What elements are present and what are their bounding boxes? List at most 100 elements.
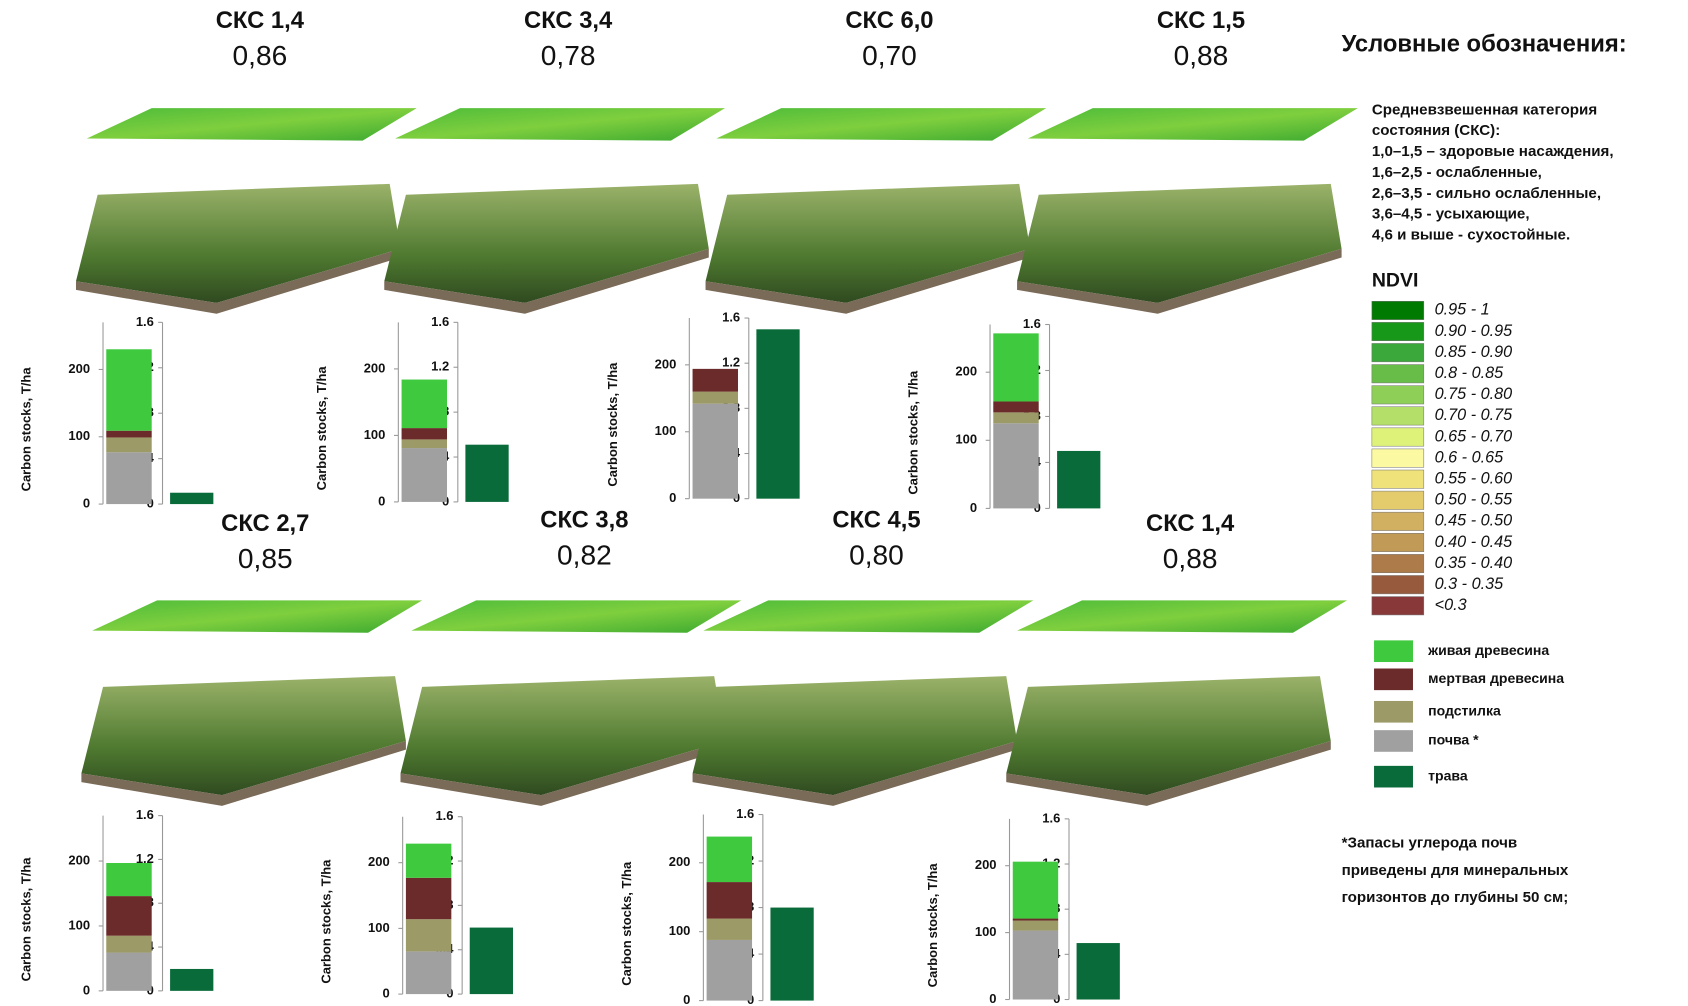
forest-plot bbox=[1006, 676, 1331, 795]
ckc-line: 1,6–2,5 - ослабленные, bbox=[1372, 164, 1542, 181]
ndvi-swatch bbox=[1372, 301, 1424, 319]
ckc-line: 4,6 и выше - сухостойные. bbox=[1372, 227, 1570, 244]
ndvi-swatch bbox=[1372, 554, 1424, 572]
ndvi-class-label: 0.45 - 0.50 bbox=[1435, 512, 1513, 530]
legend-label: трава bbox=[1428, 767, 1468, 783]
y-tick-label: 200 bbox=[655, 356, 677, 371]
chart-title: СКС 4,5 bbox=[832, 507, 920, 534]
ndvi-value: 0,88 bbox=[1174, 40, 1229, 71]
stack-segment bbox=[707, 940, 752, 1001]
ndvi-value: 0,88 bbox=[1163, 543, 1218, 574]
ndvi-swatch bbox=[1372, 470, 1424, 488]
y-tick-label: 200 bbox=[68, 852, 90, 867]
forest-plot bbox=[384, 184, 709, 303]
stack-segment bbox=[406, 919, 451, 951]
ndvi-map bbox=[1017, 600, 1347, 632]
stack-segment bbox=[406, 878, 451, 919]
ndvi-map bbox=[1028, 108, 1358, 140]
ndvi-swatch bbox=[1372, 449, 1424, 467]
ndvi-class-label: 0.50 - 0.55 bbox=[1435, 491, 1514, 509]
chart-title: СКС 3,4 bbox=[524, 7, 613, 34]
grass-bar bbox=[1077, 943, 1120, 999]
legend-label: подстилка bbox=[1428, 702, 1501, 718]
ndvi-swatch bbox=[1372, 386, 1424, 404]
ndvi-map bbox=[395, 108, 725, 140]
y-tick-label: 0 bbox=[669, 490, 676, 505]
y-axis-label: Carbon stocks, T/ha bbox=[19, 857, 34, 982]
ckc-line: состояния (СКС): bbox=[1372, 122, 1500, 139]
legend-swatch bbox=[1374, 640, 1413, 662]
stack-segment bbox=[106, 452, 151, 504]
grass-bar bbox=[170, 969, 213, 991]
ndvi-class-label: 0.6 - 0.65 bbox=[1435, 448, 1505, 466]
legend-swatch bbox=[1374, 669, 1413, 691]
ndvi-class-label: 0.95 - 1 bbox=[1435, 301, 1490, 319]
grass-bar bbox=[470, 928, 513, 995]
stack-segment bbox=[106, 431, 151, 438]
y-axis-label: Carbon stocks, T/ha bbox=[318, 859, 333, 984]
legend-title: Условные обозначения: bbox=[1342, 31, 1627, 58]
stack-segment bbox=[707, 919, 752, 940]
forest-plot bbox=[400, 676, 725, 795]
figure: Условные обозначения: NDVI СКС 1,4 0,86 Ca… bbox=[0, 0, 1688, 1006]
ndvi-class-label: 0.35 - 0.40 bbox=[1435, 554, 1513, 572]
forest-plot bbox=[81, 676, 406, 795]
ckc-line: Средневзвешенная категория bbox=[1372, 101, 1597, 118]
footnote: *Запасы углерода почв bbox=[1342, 835, 1518, 852]
legend-label: живая древесина bbox=[1427, 642, 1549, 658]
ndvi-class-label: <0.3 bbox=[1435, 596, 1467, 614]
stack-segment bbox=[693, 369, 738, 392]
chart-title: СКС 1,5 bbox=[1157, 7, 1245, 34]
stack-segment bbox=[993, 412, 1038, 423]
stack-segment bbox=[707, 882, 752, 919]
stack-segment bbox=[106, 896, 151, 936]
y-tick-label: 0 bbox=[989, 991, 996, 1006]
y-tick-label: 100 bbox=[368, 920, 390, 935]
ndvi-swatch bbox=[1372, 428, 1424, 446]
ndvi-value: 0,70 bbox=[862, 40, 917, 71]
ndvi-value: 0,80 bbox=[849, 540, 904, 571]
ndvi-class-label: 0.8 - 0.85 bbox=[1435, 364, 1505, 382]
y-tick-label: 100 bbox=[68, 428, 90, 443]
ndvi-class-label: 0.65 - 0.70 bbox=[1435, 427, 1513, 445]
ndvi-class-label: 0.90 - 0.95 bbox=[1435, 322, 1514, 340]
chart-title: СКС 1,4 bbox=[216, 7, 305, 34]
ndvi-class-label: 0.40 - 0.45 bbox=[1435, 533, 1514, 551]
y-tick-label: 100 bbox=[68, 917, 90, 932]
y-axis-label: Carbon stocks, T/ha bbox=[925, 863, 940, 988]
y-axis-label: Carbon stocks, T/ha bbox=[605, 362, 620, 487]
forest-plot bbox=[1017, 184, 1342, 303]
y-tick-label: 0 bbox=[378, 493, 385, 508]
stack-segment bbox=[106, 953, 151, 991]
ndvi-map bbox=[703, 600, 1033, 632]
ndvi-title: NDVI bbox=[1372, 269, 1419, 291]
ndvi-value: 0,86 bbox=[233, 40, 288, 71]
y-axis-label: Carbon stocks, T/ha bbox=[619, 861, 634, 986]
ndvi-swatch bbox=[1372, 491, 1424, 509]
stack-segment bbox=[1013, 862, 1058, 919]
y-tick-label: 200 bbox=[368, 854, 390, 869]
ckc-line: 1,0–1,5 – здоровые насаждения, bbox=[1372, 143, 1614, 160]
stack-segment bbox=[106, 936, 151, 953]
ndvi-swatch bbox=[1372, 407, 1424, 425]
stack-segment bbox=[993, 423, 1038, 508]
y-tick-label: 0 bbox=[382, 986, 389, 1001]
y2-tick-label: 1.6 bbox=[431, 314, 449, 329]
ndvi-swatch bbox=[1372, 365, 1424, 383]
y-tick-label: 100 bbox=[669, 923, 691, 938]
stack-segment bbox=[693, 392, 738, 404]
ndvi-class-label: 0.85 - 0.90 bbox=[1435, 343, 1513, 361]
ndvi-swatch bbox=[1372, 597, 1424, 615]
chart-title: СКС 1,4 bbox=[1146, 510, 1235, 537]
ndvi-value: 0,82 bbox=[557, 540, 612, 571]
y-tick-label: 0 bbox=[83, 496, 90, 511]
grass-bar bbox=[465, 445, 508, 502]
ndvi-class-label: 0.75 - 0.80 bbox=[1435, 385, 1513, 403]
ckc-line: 2,6–3,5 - сильно ослабленные, bbox=[1372, 185, 1601, 202]
ndvi-map bbox=[411, 600, 741, 632]
y-tick-label: 100 bbox=[955, 432, 977, 447]
y-tick-label: 0 bbox=[683, 992, 690, 1006]
y-tick-label: 0 bbox=[970, 500, 977, 515]
stack-segment bbox=[1013, 919, 1058, 921]
y2-tick-label: 1.6 bbox=[435, 808, 453, 823]
